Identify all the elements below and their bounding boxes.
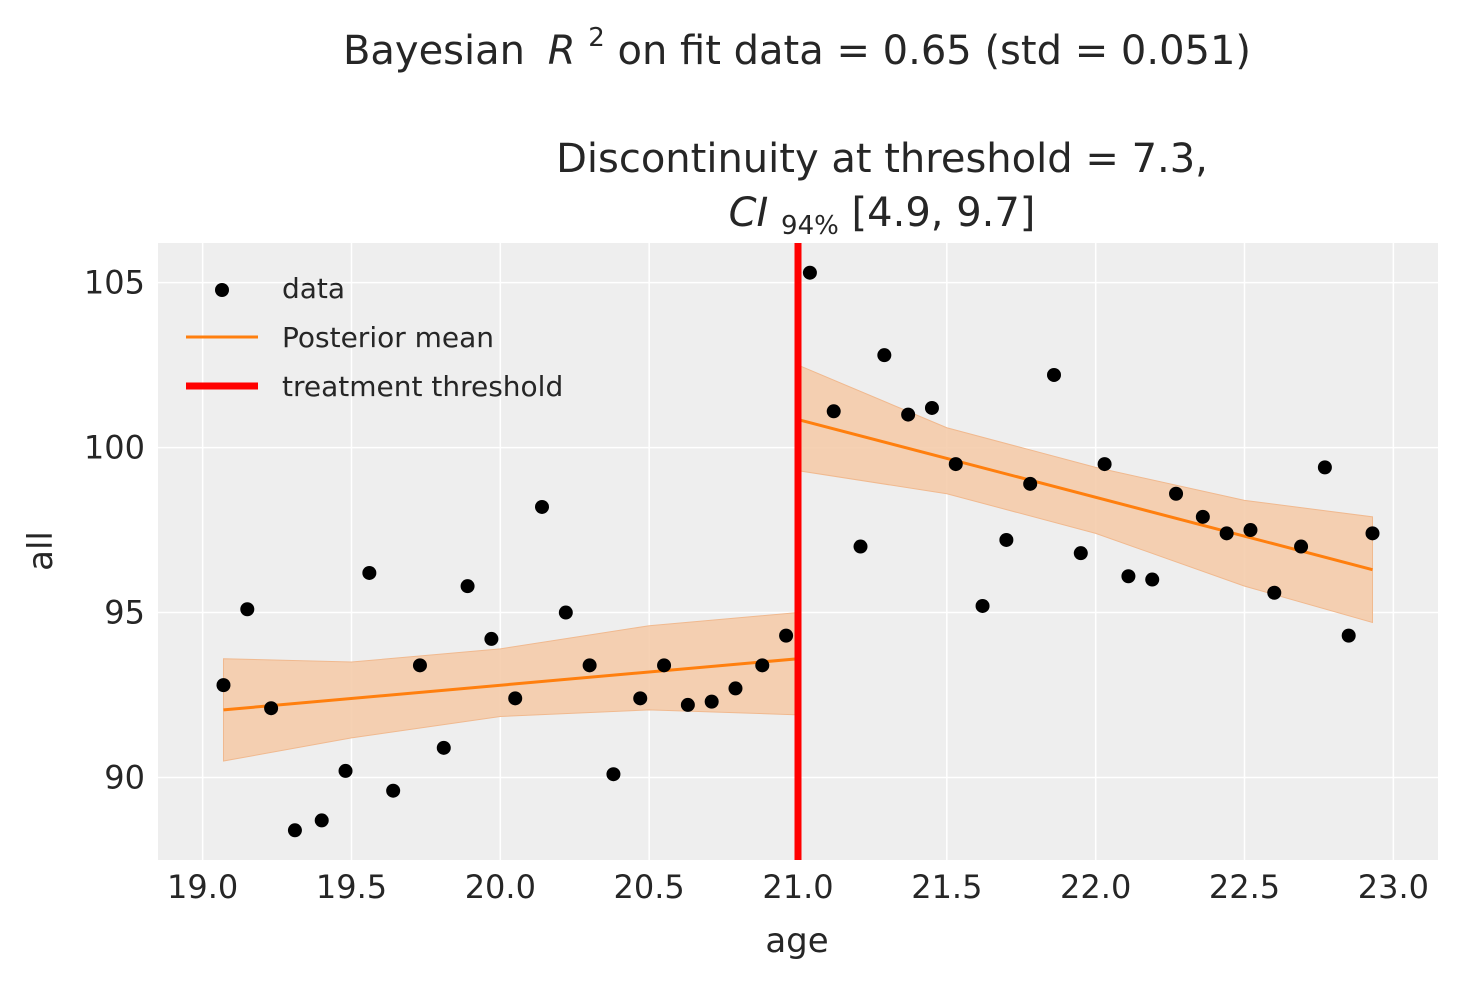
legend-data-label: data — [282, 272, 345, 305]
data-point — [264, 701, 279, 716]
data-point — [606, 767, 621, 782]
data-point — [1317, 460, 1332, 475]
data-point — [633, 691, 648, 706]
subtitle-ci-rest: [4.9, 9.7] — [852, 190, 1036, 236]
data-point — [779, 628, 794, 643]
data-point — [901, 407, 916, 422]
data-point — [1145, 572, 1160, 587]
x-tick-label: 23.0 — [1358, 868, 1429, 906]
x-tick-label: 19.0 — [167, 868, 238, 906]
data-point — [1219, 526, 1234, 541]
data-point — [436, 740, 451, 755]
title-suffix: on fit data = 0.65 (std = 0.051) — [618, 28, 1252, 74]
data-point — [216, 678, 231, 693]
data-point — [704, 694, 719, 709]
x-axis-label: age — [765, 921, 828, 961]
data-point — [460, 579, 475, 594]
data-point — [412, 658, 427, 673]
x-tick-label: 22.0 — [1060, 868, 1131, 906]
data-point — [287, 823, 302, 838]
data-point — [484, 631, 499, 646]
x-tick-label: 21.0 — [762, 868, 833, 906]
y-tick-label: 90 — [104, 759, 145, 797]
data-point — [508, 691, 523, 706]
data-point — [948, 457, 963, 472]
y-tick-label: 95 — [104, 594, 145, 632]
x-tick-label: 21.5 — [911, 868, 982, 906]
data-point — [386, 783, 401, 798]
legend: data Posterior mean treatment threshold — [186, 272, 563, 403]
data-point — [1243, 523, 1258, 538]
title-sup: 2 — [588, 23, 605, 53]
chart-subtitle-line1: Discontinuity at threshold = 7.3, — [556, 136, 1208, 182]
data-point — [240, 602, 255, 617]
chart-subtitle-line2: CI 94% [4.9, 9.7] — [729, 190, 1036, 244]
data-point — [1023, 476, 1038, 491]
data-point — [728, 681, 743, 696]
data-point — [853, 539, 868, 554]
y-tick-labels: 90 95 100 105 — [84, 264, 145, 797]
title-r: R — [548, 28, 576, 74]
data-point — [1294, 539, 1309, 554]
data-point — [755, 658, 770, 673]
data-points — [216, 265, 1380, 838]
data-point — [1195, 509, 1210, 524]
y-tick-label: 100 — [84, 429, 145, 467]
subtitle-ci: CI — [729, 190, 769, 236]
data-point — [1169, 486, 1184, 501]
x-tick-label: 19.5 — [316, 868, 387, 906]
legend-mean-label: Posterior mean — [282, 321, 494, 354]
legend-threshold-label: treatment threshold — [282, 370, 563, 403]
data-point — [924, 400, 939, 415]
data-point — [877, 348, 892, 363]
data-point — [975, 598, 990, 613]
y-axis-label: all — [21, 531, 61, 571]
data-point — [1341, 628, 1356, 643]
data-point — [535, 499, 549, 514]
data-point — [1073, 546, 1088, 561]
x-tick-label: 20.5 — [614, 868, 685, 906]
data-point — [802, 265, 817, 280]
posterior-mean-line — [223, 657, 799, 712]
posterior-mean-lines — [223, 418, 1373, 712]
data-point — [1097, 457, 1112, 472]
data-point — [1365, 526, 1380, 541]
chart-title: Bayesian R 2 on fit data = 0.65 (std = 0… — [343, 10, 1251, 74]
data-point — [314, 813, 329, 828]
title-prefix: Bayesian — [343, 28, 525, 74]
y-tick-label: 105 — [84, 264, 145, 302]
posterior-mean-line — [797, 418, 1373, 572]
data-point — [338, 763, 353, 778]
data-point — [1121, 569, 1136, 584]
data-point — [1047, 367, 1061, 382]
data-point — [657, 658, 672, 673]
x-tick-label: 22.5 — [1209, 868, 1280, 906]
legend-data-marker — [215, 283, 229, 297]
data-point — [999, 532, 1014, 547]
subtitle-ci-sub: 94% — [781, 211, 839, 241]
data-point — [826, 404, 841, 419]
data-point — [680, 697, 695, 712]
x-tick-label: 20.0 — [465, 868, 536, 906]
x-tick-labels: 19.0 19.5 20.0 20.5 21.0 21.5 22.0 22.5 23.0 — [167, 868, 1429, 906]
data-point — [362, 565, 377, 580]
data-point — [1267, 585, 1282, 600]
data-point — [558, 605, 573, 620]
data-point — [582, 658, 597, 673]
